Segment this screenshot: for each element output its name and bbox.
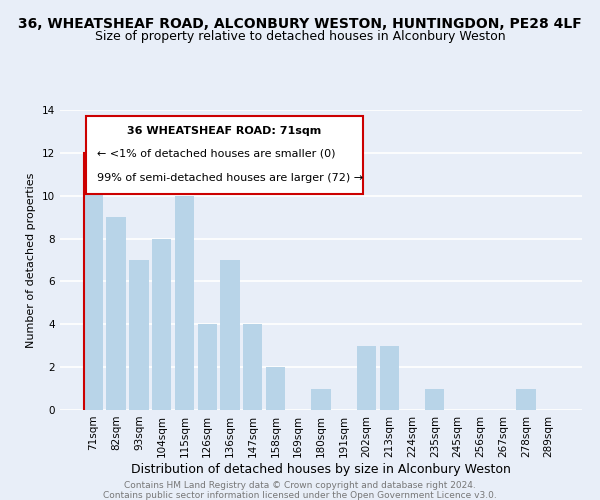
- Bar: [425, 388, 445, 410]
- X-axis label: Distribution of detached houses by size in Alconbury Weston: Distribution of detached houses by size …: [131, 462, 511, 475]
- Bar: [220, 260, 239, 410]
- Bar: [197, 324, 217, 410]
- Bar: [311, 388, 331, 410]
- Text: 99% of semi-detached houses are larger (72) →: 99% of semi-detached houses are larger (…: [97, 173, 362, 183]
- Text: ← <1% of detached houses are smaller (0): ← <1% of detached houses are smaller (0): [97, 149, 335, 159]
- Bar: [106, 217, 126, 410]
- Bar: [129, 260, 149, 410]
- Bar: [516, 388, 536, 410]
- Bar: [84, 153, 103, 410]
- Text: 36, WHEATSHEAF ROAD, ALCONBURY WESTON, HUNTINGDON, PE28 4LF: 36, WHEATSHEAF ROAD, ALCONBURY WESTON, H…: [18, 18, 582, 32]
- FancyBboxPatch shape: [86, 116, 363, 194]
- Text: Contains public sector information licensed under the Open Government Licence v3: Contains public sector information licen…: [103, 491, 497, 500]
- Text: Size of property relative to detached houses in Alconbury Weston: Size of property relative to detached ho…: [95, 30, 505, 43]
- Bar: [357, 346, 376, 410]
- Bar: [175, 196, 194, 410]
- Bar: [266, 367, 285, 410]
- Y-axis label: Number of detached properties: Number of detached properties: [26, 172, 37, 348]
- Bar: [152, 238, 172, 410]
- Bar: [380, 346, 399, 410]
- Text: 36 WHEATSHEAF ROAD: 71sqm: 36 WHEATSHEAF ROAD: 71sqm: [127, 126, 322, 136]
- Bar: [243, 324, 262, 410]
- Text: Contains HM Land Registry data © Crown copyright and database right 2024.: Contains HM Land Registry data © Crown c…: [124, 481, 476, 490]
